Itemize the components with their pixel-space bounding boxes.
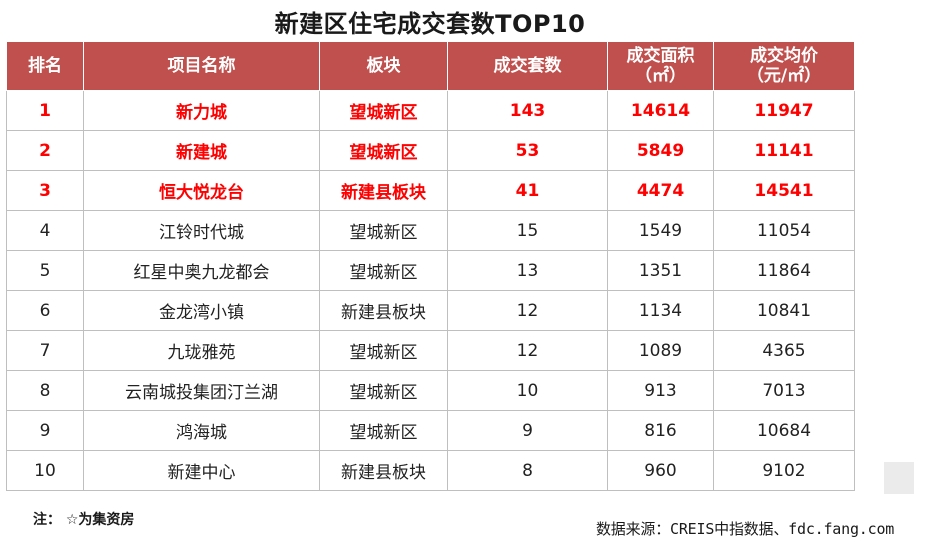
- header-project-name: 项目名称: [83, 41, 320, 91]
- page-title: 新建区住宅成交套数TOP10: [274, 10, 586, 38]
- cell-area: 1134: [607, 290, 714, 331]
- cell-block: 新建县板块: [319, 450, 448, 491]
- cell-block: 望城新区: [319, 330, 448, 371]
- cell-area: 1089: [607, 330, 714, 371]
- ranking-table: 排名 项目名称 板块 成交套数 成交面积 （㎡） 成交均价 （元/㎡） 1 新力城 …: [6, 41, 855, 491]
- table-row: 8 云南城投集团汀兰湖 望城新区 10 913 7013: [6, 370, 855, 411]
- cell-price: 4365: [713, 330, 855, 371]
- table-row: 5 红星中奥九龙都会 望城新区 13 1351 11864: [6, 250, 855, 291]
- table-row: 7 九珑雅苑 望城新区 12 1089 4365: [6, 330, 855, 371]
- cell-project-name: 新力城: [83, 90, 320, 131]
- header-units: 成交套数: [447, 41, 608, 91]
- cell-units: 13: [447, 250, 608, 291]
- data-source: 数据来源：CREIS中指数据、fdc.fang.com: [596, 520, 895, 538]
- cell-price: 11141: [713, 130, 855, 171]
- cell-units: 12: [447, 290, 608, 331]
- cell-rank: 4: [6, 210, 84, 251]
- cell-price: 11947: [713, 90, 855, 131]
- cell-project-name: 恒大悦龙台: [83, 170, 320, 211]
- cell-block: 望城新区: [319, 410, 448, 451]
- cell-rank: 1: [6, 90, 84, 131]
- cell-area: 1351: [607, 250, 714, 291]
- cell-price: 9102: [713, 450, 855, 491]
- cell-block: 望城新区: [319, 130, 448, 171]
- cell-block: 望城新区: [319, 210, 448, 251]
- header-price: 成交均价 （元/㎡）: [713, 41, 855, 91]
- cell-units: 10: [447, 370, 608, 411]
- cell-area: 4474: [607, 170, 714, 211]
- cell-project-name: 新建中心: [83, 450, 320, 491]
- cell-area: 5849: [607, 130, 714, 171]
- cell-rank: 7: [6, 330, 84, 371]
- cell-price: 11054: [713, 210, 855, 251]
- cell-block: 望城新区: [319, 250, 448, 291]
- header-area: 成交面积 （㎡）: [607, 41, 714, 91]
- table-row: 6 金龙湾小镇 新建县板块 12 1134 10841: [6, 290, 855, 331]
- cell-price: 11864: [713, 250, 855, 291]
- cell-area: 960: [607, 450, 714, 491]
- header-rank: 排名: [6, 41, 84, 91]
- cell-block: 新建县板块: [319, 290, 448, 331]
- cell-rank: 9: [6, 410, 84, 451]
- cell-price: 7013: [713, 370, 855, 411]
- cell-area: 816: [607, 410, 714, 451]
- table-row: 9 鸿海城 望城新区 9 816 10684: [6, 410, 855, 451]
- cell-project-name: 九珑雅苑: [83, 330, 320, 371]
- cell-block: 新建县板块: [319, 170, 448, 211]
- blurred-watermark: [884, 462, 914, 494]
- table-header-row: 排名 项目名称 板块 成交套数 成交面积 （㎡） 成交均价 （元/㎡）: [6, 41, 855, 91]
- cell-price: 10684: [713, 410, 855, 451]
- table-row: 10 新建中心 新建县板块 8 960 9102: [6, 450, 855, 491]
- header-block: 板块: [319, 41, 448, 91]
- cell-units: 53: [447, 130, 608, 171]
- cell-block: 望城新区: [319, 90, 448, 131]
- cell-project-name: 鸿海城: [83, 410, 320, 451]
- cell-price: 14541: [713, 170, 855, 211]
- cell-rank: 3: [6, 170, 84, 211]
- cell-rank: 6: [6, 290, 84, 331]
- cell-rank: 2: [6, 130, 84, 171]
- table-row: 3 恒大悦龙台 新建县板块 41 4474 14541: [6, 170, 855, 211]
- cell-project-name: 红星中奥九龙都会: [83, 250, 320, 291]
- table-row: 2 新建城 望城新区 53 5849 11141: [6, 130, 855, 171]
- cell-units: 12: [447, 330, 608, 371]
- table-row: 1 新力城 望城新区 143 14614 11947: [6, 90, 855, 131]
- cell-rank: 8: [6, 370, 84, 411]
- cell-rank: 10: [6, 450, 84, 491]
- cell-units: 41: [447, 170, 608, 211]
- cell-project-name: 新建城: [83, 130, 320, 171]
- table-row: 4 江铃时代城 望城新区 15 1549 11054: [6, 210, 855, 251]
- footnote: 注： ☆为集资房: [33, 512, 135, 528]
- cell-price: 10841: [713, 290, 855, 331]
- cell-project-name: 云南城投集团汀兰湖: [83, 370, 320, 411]
- cell-area: 913: [607, 370, 714, 411]
- cell-project-name: 江铃时代城: [83, 210, 320, 251]
- cell-units: 8: [447, 450, 608, 491]
- cell-area: 1549: [607, 210, 714, 251]
- cell-units: 15: [447, 210, 608, 251]
- cell-block: 望城新区: [319, 370, 448, 411]
- cell-area: 14614: [607, 90, 714, 131]
- cell-units: 9: [447, 410, 608, 451]
- cell-project-name: 金龙湾小镇: [83, 290, 320, 331]
- cell-units: 143: [447, 90, 608, 131]
- cell-rank: 5: [6, 250, 84, 291]
